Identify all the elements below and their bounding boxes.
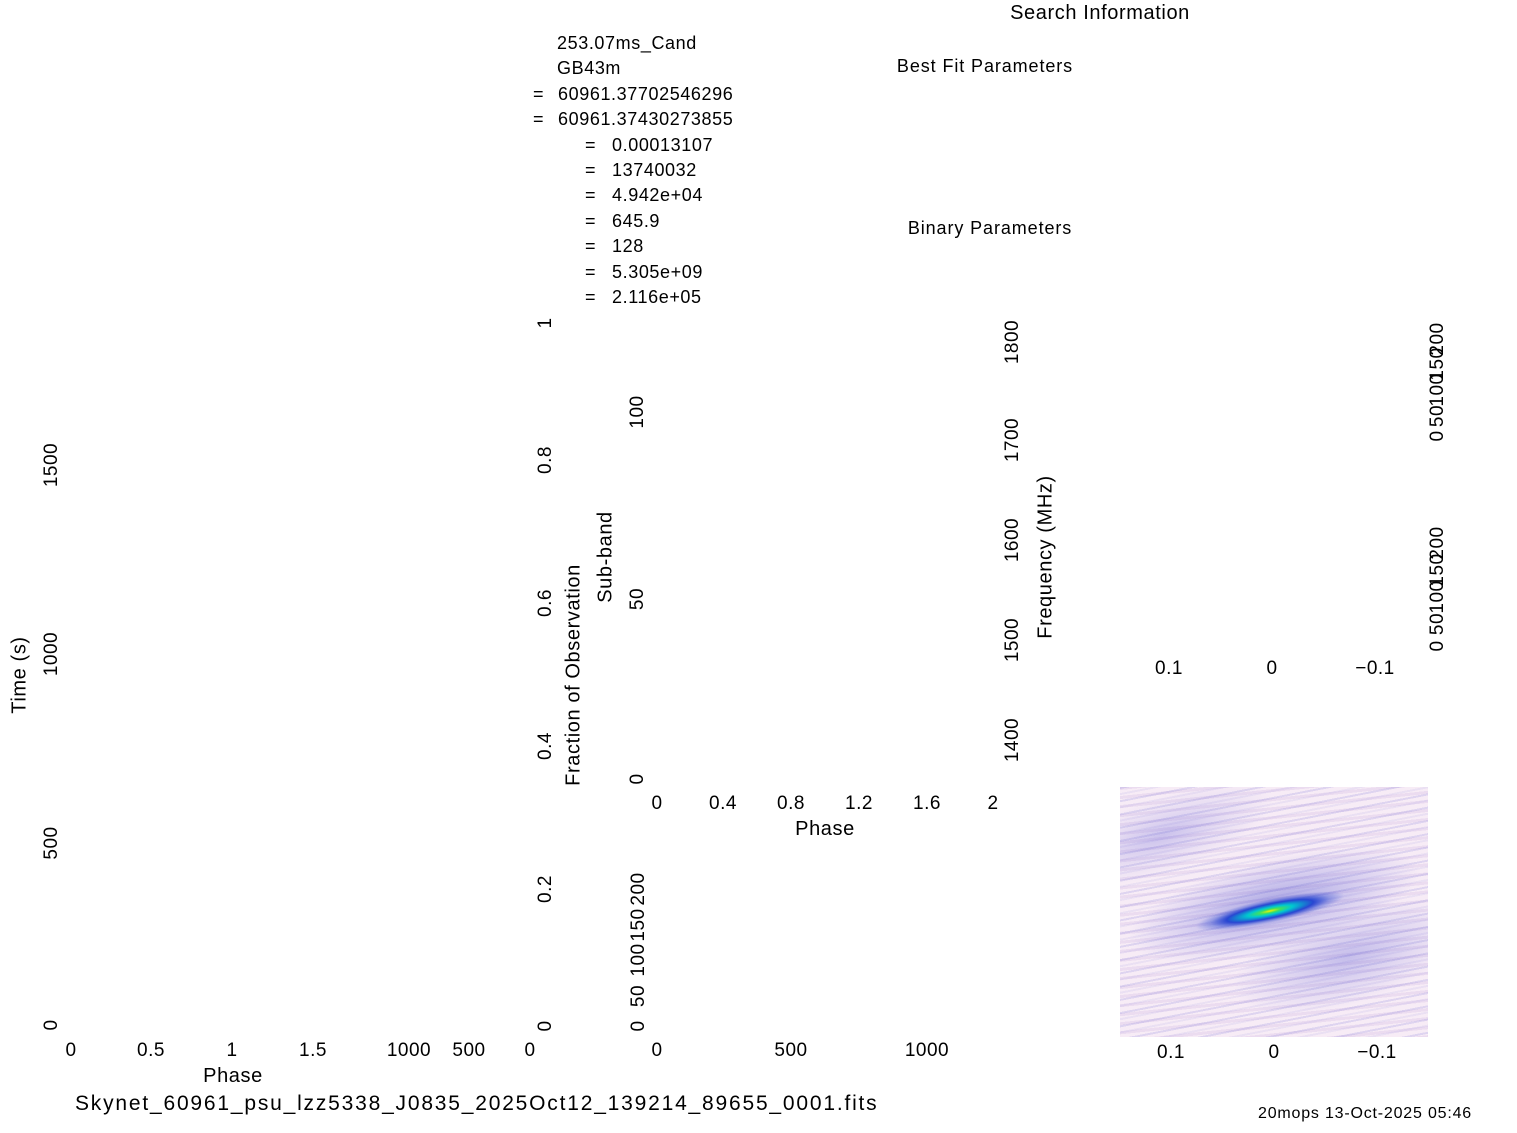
tick-label: 0.1 xyxy=(1155,658,1183,679)
tick-label: 1 xyxy=(535,317,556,329)
tick-label: 1000 xyxy=(904,1040,950,1061)
tick-label: 500 xyxy=(452,1040,486,1061)
tick-label: 1.2 xyxy=(845,793,873,814)
tick-label: 1700 xyxy=(1002,417,1023,463)
tick-label: 500 xyxy=(774,1040,808,1061)
tick-label: 0.5 xyxy=(137,1040,165,1061)
tick-label: 1.6 xyxy=(913,793,941,814)
tick-label: 0 xyxy=(41,1019,62,1031)
tick-label: 0.6 xyxy=(535,589,556,617)
tick-label: 0.8 xyxy=(777,793,805,814)
tick-label: 1500 xyxy=(1002,617,1023,663)
tick-label: 0 xyxy=(651,793,663,814)
tick-label: 0 xyxy=(627,773,648,785)
tick-label: 0.4 xyxy=(535,732,556,760)
tick-label: 100 xyxy=(628,943,649,977)
tick-label: 2 xyxy=(987,793,999,814)
tick-label: 1.5 xyxy=(299,1040,327,1061)
tick-label: 100 xyxy=(627,395,648,429)
tick-label: 200 xyxy=(628,872,649,906)
time-axis-label: Time (s) xyxy=(8,636,31,714)
tick-label: 0 xyxy=(1427,640,1448,652)
tick-label: 1000 xyxy=(386,1040,432,1061)
subband-vs-phase-heatmap xyxy=(655,330,995,785)
binary-title: Binary Parameters xyxy=(907,218,1073,238)
pulse-profile-plot xyxy=(52,30,402,305)
tick-label: 0 xyxy=(524,1040,536,1061)
timestamp-footer: 20mops 13-Oct-2025 05:46 xyxy=(1258,1105,1472,1122)
phase-axis-label: Phase xyxy=(203,1065,263,1087)
tick-label: 1600 xyxy=(1002,517,1023,563)
chi2-vs-dm-plot xyxy=(655,875,995,1032)
tick-label: 0 xyxy=(65,1040,77,1061)
subband-axis-label: Sub-band xyxy=(594,511,617,603)
chi2-vs-pdot-plot xyxy=(1117,327,1427,442)
search-info-title: Search Information xyxy=(1010,2,1190,24)
tick-label: 1400 xyxy=(1002,717,1023,763)
tick-label: 0.8 xyxy=(535,446,556,474)
tick-label: 50 xyxy=(1427,404,1448,428)
tick-label: 0 xyxy=(1266,658,1278,679)
tick-label: 0 xyxy=(1427,430,1448,442)
tick-label: 1 xyxy=(226,1040,238,1061)
tick-label: 0.2 xyxy=(535,875,556,903)
subband-phase-axis-label: Phase xyxy=(795,818,855,840)
chi2-vs-period-plot xyxy=(1117,530,1427,652)
tick-label: 500 xyxy=(41,826,62,860)
tick-label: 0 xyxy=(628,1020,649,1032)
frequency-axis-label: Frequency (MHz) xyxy=(1034,475,1057,639)
tick-label: 0.1 xyxy=(1157,1042,1185,1063)
tick-label: 50 xyxy=(1427,612,1448,636)
tick-label: 200 xyxy=(1427,322,1448,356)
fraction-axis-label: Fraction of Observation xyxy=(562,564,585,786)
tick-label: 1800 xyxy=(1002,319,1023,365)
time-vs-phase-heatmap xyxy=(70,318,394,1032)
chi2-vs-fraction-plot xyxy=(398,318,533,1032)
tick-label: 0 xyxy=(535,1020,556,1032)
best-fit-title: Best Fit Parameters xyxy=(896,56,1074,76)
tick-label: −0.1 xyxy=(1355,658,1395,679)
tick-label: 200 xyxy=(1427,526,1448,560)
filename-footer: Skynet_60961_psu_lzz5338_J0835_2025Oct12… xyxy=(75,1092,879,1115)
tick-label: −0.1 xyxy=(1357,1042,1397,1063)
tick-label: 0 xyxy=(651,1040,663,1061)
tick-label: 1500 xyxy=(41,442,62,488)
tick-label: 50 xyxy=(628,984,649,1008)
tick-label: 1000 xyxy=(41,631,62,677)
tick-label: 50 xyxy=(627,587,648,611)
tick-label: 0.4 xyxy=(709,793,737,814)
tick-label: 150 xyxy=(628,908,649,942)
tick-label: 0 xyxy=(1268,1042,1280,1063)
colormap-ticks-overlay xyxy=(1120,787,1428,1037)
